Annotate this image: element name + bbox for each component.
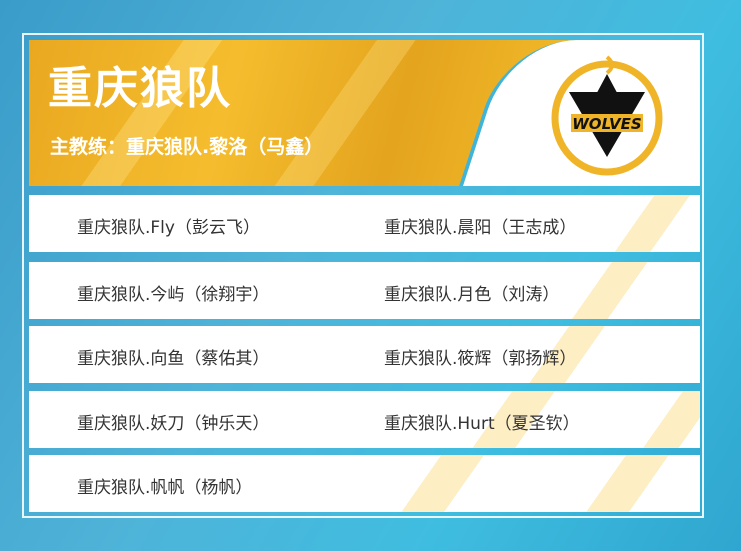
svg-text:WOLVES: WOLVES — [572, 115, 641, 133]
coach-name: 主教练：重庆狼队.黎洛（马鑫） — [50, 136, 324, 158]
player-name: 重庆狼队.帆帆（杨帆） — [77, 478, 253, 498]
player-row: 重庆狼队.向鱼（蔡佑其） 重庆狼队.筱辉（郭扬辉） — [29, 326, 700, 383]
team-name: 重庆狼队 — [48, 63, 232, 114]
player-name: 重庆狼队.Hurt（夏圣钦） — [384, 414, 580, 434]
wolves-logo-icon: WOLVES — [551, 55, 663, 176]
player-name: 重庆狼队.月色（刘涛） — [384, 285, 560, 305]
player-row: 重庆狼队.帆帆（杨帆） — [29, 455, 700, 512]
player-name: 重庆狼队.Fly（彭云飞） — [77, 218, 260, 238]
player-name: 重庆狼队.妖刀（钟乐天） — [77, 414, 270, 434]
card-frame — [22, 33, 704, 518]
player-row: 重庆狼队.今屿（徐翔宇） 重庆狼队.月色（刘涛） — [29, 262, 700, 319]
player-name: 重庆狼队.筱辉（郭扬辉） — [384, 349, 577, 369]
player-name: 重庆狼队.晨阳（王志成） — [384, 218, 577, 238]
player-name: 重庆狼队.向鱼（蔡佑其） — [77, 349, 270, 369]
player-row: 重庆狼队.妖刀（钟乐天） 重庆狼队.Hurt（夏圣钦） — [29, 391, 700, 448]
player-row: 重庆狼队.Fly（彭云飞） 重庆狼队.晨阳（王志成） — [29, 195, 700, 252]
player-name: 重庆狼队.今屿（徐翔宇） — [77, 285, 270, 305]
